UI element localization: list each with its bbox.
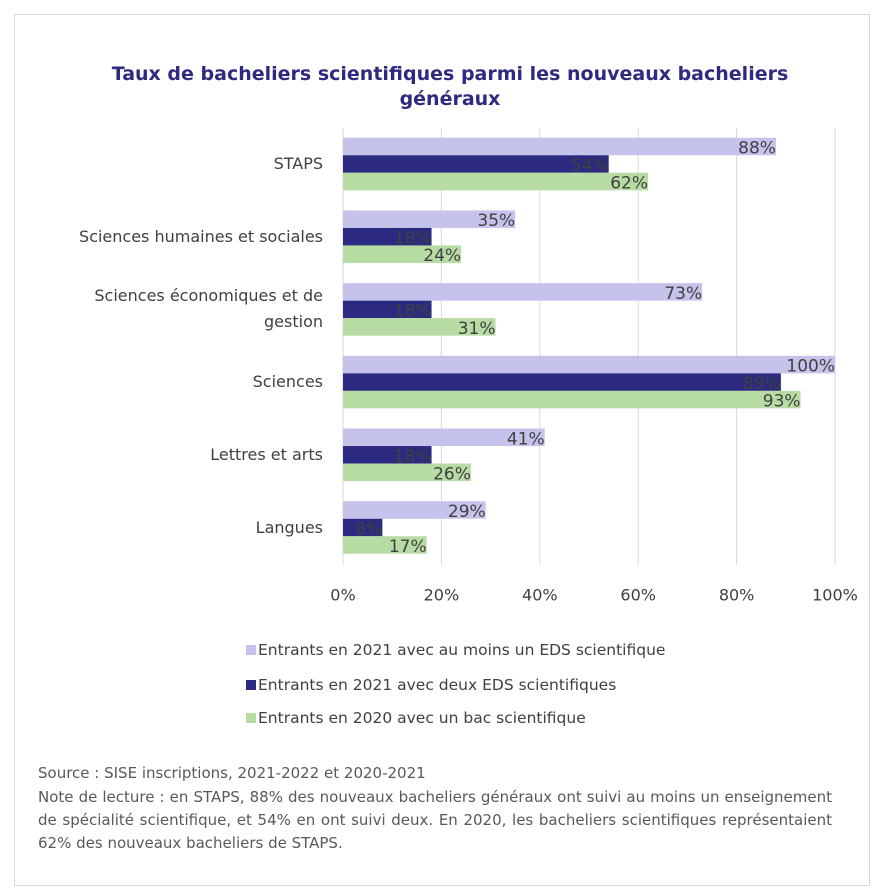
- bar: [343, 172, 649, 191]
- x-tick-label: 100%: [812, 586, 858, 605]
- x-tick-label: 40%: [522, 586, 558, 605]
- legend-swatch: [246, 680, 256, 690]
- value-label: 18%: [394, 301, 432, 321]
- value-label: 35%: [477, 211, 515, 231]
- x-tick-label: 60%: [620, 586, 656, 605]
- bar: [343, 283, 703, 301]
- bar: [343, 155, 609, 173]
- y-tick-label: STAPS: [273, 154, 323, 173]
- legend-label: Entrants en 2021 avec deux EDS scientifi…: [258, 676, 617, 694]
- bar: [343, 355, 835, 374]
- value-label: 73%: [664, 284, 702, 304]
- chart-title: Taux de bacheliers scientifiques parmi l…: [111, 63, 789, 110]
- legend-label: Entrants en 2020 avec un bac scientifiqu…: [258, 709, 586, 727]
- bar: [343, 245, 462, 263]
- value-label: 41%: [507, 429, 545, 449]
- bar: [343, 536, 427, 554]
- frame: [14, 14, 870, 886]
- bar: [343, 227, 432, 246]
- x-tick-label: 80%: [719, 586, 755, 605]
- value-label: 89%: [743, 374, 781, 394]
- y-tick-label: Sciences humaines et sociales: [79, 226, 323, 246]
- bar: [343, 463, 471, 482]
- bar: [343, 318, 496, 336]
- bar: [343, 501, 486, 519]
- bar: [343, 446, 432, 464]
- bar: [343, 428, 545, 447]
- x-tick-label: 0%: [330, 586, 355, 605]
- source: Source : SISE inscriptions, 2021-2022 et…: [38, 764, 426, 782]
- value-label: 17%: [389, 537, 427, 557]
- bar: [343, 518, 383, 537]
- value-label: 18%: [394, 229, 432, 249]
- legend-label: Entrants en 2021 avec au moins un EDS sc…: [258, 641, 666, 659]
- bar: [343, 300, 432, 319]
- bar: [343, 210, 516, 228]
- value-label: 93%: [763, 392, 801, 412]
- value-label: 24%: [423, 246, 461, 266]
- legend-swatch: [246, 713, 256, 723]
- legend-swatch: [246, 645, 256, 655]
- y-tick-label: Langues: [255, 517, 323, 537]
- y-tick-label: Lettres et arts: [210, 444, 323, 464]
- y-tick-label: Sciences: [252, 372, 323, 392]
- value-label: 8%: [355, 520, 382, 540]
- x-tick-label: 20%: [424, 586, 460, 605]
- bar: [343, 137, 776, 156]
- value-label: 62%: [610, 174, 648, 194]
- value-label: 100%: [786, 357, 835, 377]
- value-label: 54%: [571, 156, 609, 176]
- value-label: 31%: [458, 319, 496, 339]
- value-label: 29%: [448, 502, 486, 522]
- bar: [343, 390, 801, 409]
- note: Note de lecture : en STAPS, 88% des nouv…: [38, 788, 832, 852]
- value-label: 26%: [433, 464, 471, 484]
- bar: [343, 373, 781, 391]
- y-tick-label: Sciences économiques et de gestion: [94, 286, 323, 332]
- value-label: 18%: [394, 447, 432, 467]
- value-label: 88%: [738, 139, 776, 159]
